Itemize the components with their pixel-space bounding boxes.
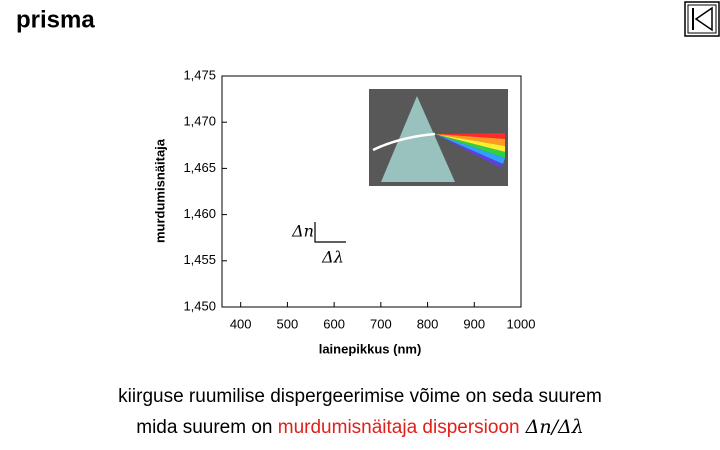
annotation: Δλ bbox=[321, 248, 344, 267]
caption-formula: Δn/Δλ bbox=[525, 416, 584, 438]
annotation: Δn bbox=[291, 222, 314, 241]
x-tick-label: 400 bbox=[230, 316, 252, 331]
slide-title: prisma bbox=[16, 6, 95, 33]
x-tick-label: 800 bbox=[417, 316, 439, 331]
caption-highlight: murdumisnäitaja dispersioon bbox=[278, 417, 520, 438]
x-axis-label: lainepikkus (nm) bbox=[319, 341, 422, 356]
plot-frame bbox=[221, 75, 522, 308]
nav-button[interactable] bbox=[684, 1, 720, 37]
y-tick-label: 1,460 bbox=[183, 206, 216, 221]
y-tick-label: 1,465 bbox=[183, 160, 216, 175]
caption-line: kiirguse ruumilise dispergeerimise võime… bbox=[118, 386, 602, 407]
y-tick-label: 1,455 bbox=[183, 252, 216, 267]
y-tick-label: 1,470 bbox=[183, 114, 216, 129]
caption-text: mida suurem on bbox=[136, 417, 278, 438]
slope-triangle bbox=[314, 222, 346, 243]
caption-line: mida suurem on murdumisnäitaja dispersio… bbox=[136, 416, 583, 438]
y-tick-label: 1,475 bbox=[183, 67, 216, 82]
y-axis-label: murdumisnäitaja bbox=[152, 138, 167, 243]
x-tick-label: 1000 bbox=[507, 316, 536, 331]
x-tick-label: 500 bbox=[277, 316, 299, 331]
prism-image bbox=[369, 89, 508, 186]
y-tick-label: 1,450 bbox=[183, 298, 216, 313]
x-tick-label: 600 bbox=[323, 316, 345, 331]
x-tick-label: 900 bbox=[463, 316, 485, 331]
x-tick-label: 700 bbox=[370, 316, 392, 331]
